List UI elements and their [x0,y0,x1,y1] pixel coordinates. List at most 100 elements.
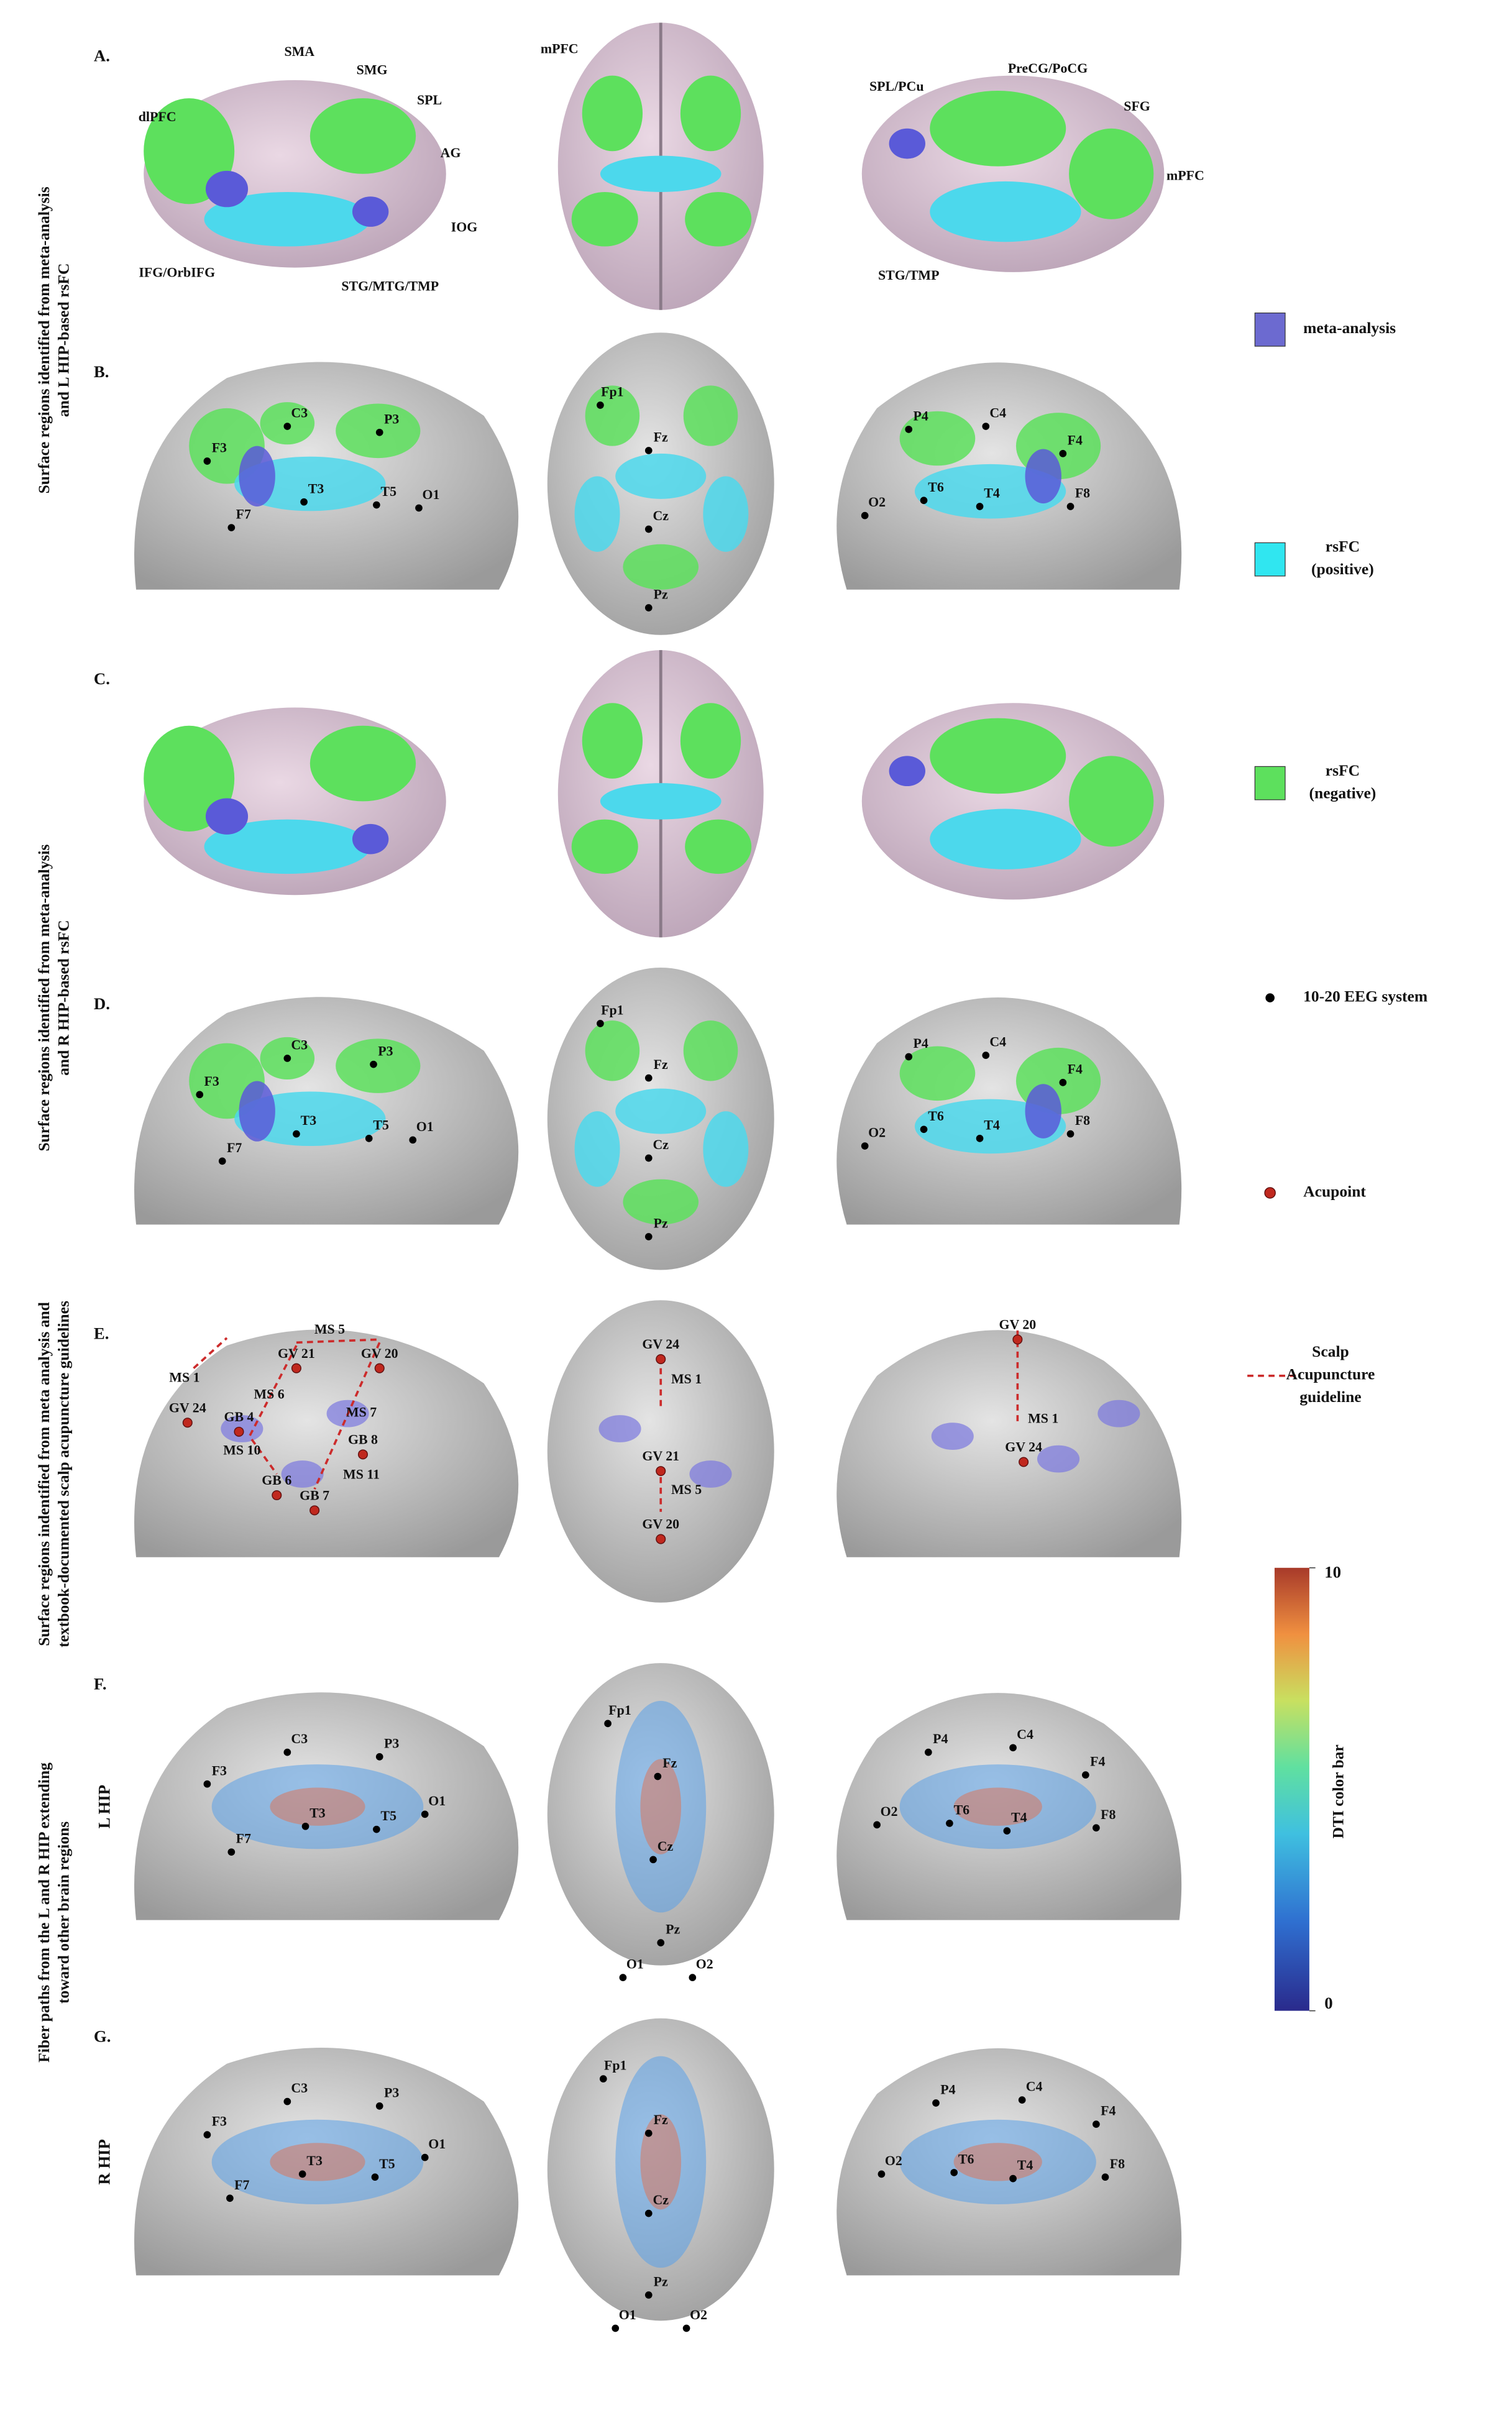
electrode-label: Cz [653,2192,669,2207]
electrode [283,423,291,430]
legend-label: 10-20 EEG system [1303,987,1427,1006]
region-label: IOG [451,219,478,234]
patch [582,75,643,152]
row-title: toward other brain regions [55,1821,73,2004]
colorbar-label: DTI color bar [1329,1744,1347,1838]
patch [598,1415,641,1442]
acupoint-label: GB 8 [348,1431,378,1447]
electrode-label: Fz [654,429,668,445]
patch [623,544,699,590]
patch [352,823,389,854]
fiber-core [953,1787,1042,1826]
patch [1025,1084,1061,1139]
electrode-label: F8 [1075,485,1090,501]
patch [582,703,643,779]
patch [680,75,741,152]
electrode-label: Pz [654,2274,668,2289]
electrode [373,501,380,509]
electrode-label: T6 [928,1108,944,1124]
fiber-core [270,2143,365,2181]
patch [571,819,638,874]
electrode-label: T4 [984,485,1000,501]
legend-label: rsFC [1326,761,1360,779]
electrode-label: Pz [666,1922,680,1937]
electrode-label: Fz [654,2112,668,2127]
patch [309,98,416,174]
acupoint-label: MS 1 [1028,1410,1058,1426]
electrode [1101,2173,1109,2181]
acupoint [291,1363,301,1373]
electrode [1082,1771,1089,1779]
electrode-label: T3 [308,480,324,496]
patch [204,191,371,247]
region-label: STG/TMP [878,267,939,283]
electrode-label: Pz [654,587,668,602]
patch [574,1111,620,1187]
patch [239,1081,275,1142]
electrode [604,1720,612,1728]
electrode-label: Pz [654,1216,668,1231]
legend-label: meta-analysis [1303,319,1396,337]
electrode-label: O1 [422,487,439,502]
electrode-label: Fz [662,1755,677,1771]
electrode-label: P3 [384,411,399,426]
electrode-label: P3 [384,2084,399,2100]
electrode [644,2291,653,2299]
patch [205,798,249,835]
region-label: mPFC [1166,168,1204,183]
electrode [644,1154,653,1162]
legend-label: rsFC [1326,538,1360,556]
electrode [1059,1079,1067,1086]
patch [352,196,389,227]
electrode [1066,1130,1074,1138]
electrode [1009,2174,1017,2183]
electrode-label: O2 [881,1803,898,1819]
electrode-label: O1 [416,1119,434,1134]
electrode-label: T3 [309,1805,326,1820]
acupoint [656,1466,666,1477]
electrode-label: P3 [378,1043,393,1058]
acupoint [234,1426,244,1437]
electrode [597,1020,604,1027]
patch [889,128,925,159]
electrode-label: T4 [1017,2157,1033,2173]
electrode [920,497,928,505]
region-label: AG [441,145,461,160]
guideline [193,1330,1019,1512]
electrode-label: O2 [868,494,886,510]
electrode-label: O1 [428,1793,446,1808]
patch [600,155,722,192]
region-label: SFG [1124,98,1150,114]
acupoint-label: MS 10 [223,1442,260,1458]
electrode-label: T5 [373,1117,389,1132]
patch [204,819,371,874]
row-title: textbook-documented scalp acupuncture gu… [55,1301,73,1647]
electrode-label: F3 [204,1073,219,1089]
legend-label: (positive) [1311,560,1374,578]
patch [1097,1400,1140,1427]
fiber-core [640,2114,682,2210]
electrode [203,457,211,465]
patch [930,718,1066,794]
electrode-label: F3 [212,1762,227,1778]
electrode-label: Fp1 [601,1002,623,1018]
electrode-label: P3 [384,1735,399,1751]
panel-letter: D. [94,994,110,1013]
hip-label: R HIP [95,2139,114,2185]
acupoint-label: GB 4 [224,1409,254,1424]
panel-letter: F. [94,1675,107,1693]
electrode-label: F8 [1075,1112,1090,1128]
electrode-label: Fp1 [604,2058,626,2073]
acupoint-label: MS 7 [346,1404,377,1420]
electrode-label: T6 [954,1802,970,1818]
head-right [836,1330,1182,1557]
region-label: STG/MTG/TMP [341,278,439,293]
acupoint-label: GV 20 [999,1317,1036,1332]
region-label: IFG/OrbIFG [139,264,215,280]
electrode-label: O2 [868,1125,886,1140]
electrode [293,1130,300,1138]
electrode [283,1055,291,1062]
patch [930,809,1081,869]
row-title: Surface regions indentified from meta an… [35,1302,53,1646]
